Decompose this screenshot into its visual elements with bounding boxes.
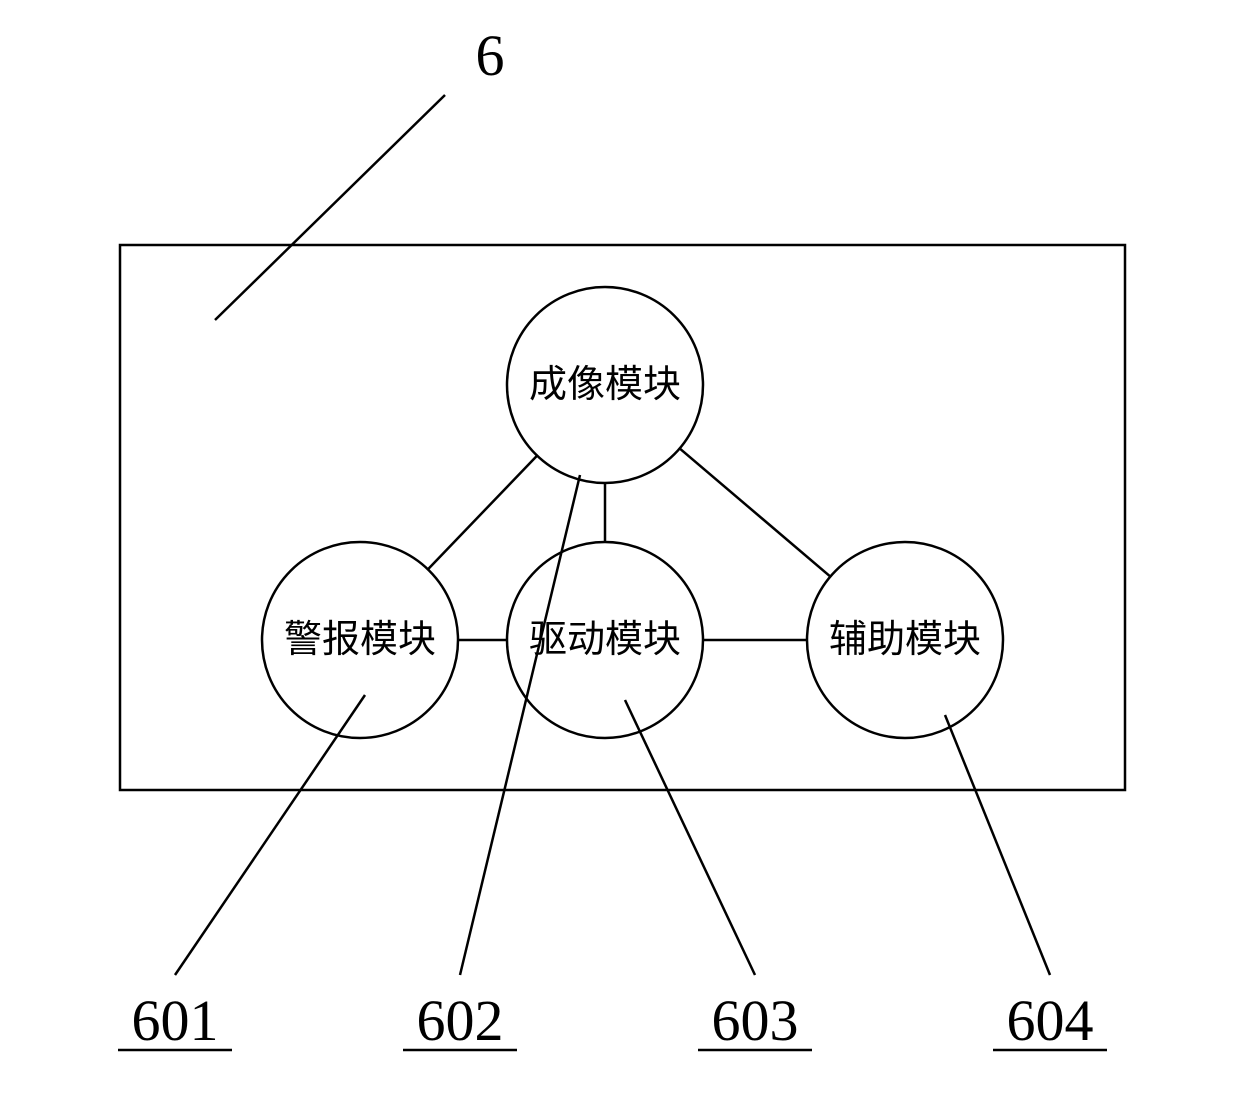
node-label-right: 辅助模块: [829, 619, 981, 661]
ref-label-603: 603: [712, 988, 799, 1053]
ref-leader-603: [625, 700, 755, 975]
node-label-left: 警报模块: [284, 619, 436, 661]
ref-leader-604: [945, 715, 1050, 975]
diagram-container: 成像模块警报模块 驱动模块 辅助模块 6 601 602 603 604: [0, 0, 1240, 1095]
ref-leader-6: [215, 95, 445, 320]
ref-label-602: 602: [417, 988, 504, 1053]
node-label-top: 成像模块: [529, 364, 681, 406]
ref-label-604: 604: [1007, 988, 1094, 1053]
edge-top-left: [428, 456, 537, 570]
edge-top-right: [680, 448, 831, 576]
node-label-center: 驱动模块: [529, 619, 681, 661]
diagram-svg: 成像模块警报模块 驱动模块 辅助模块 6 601 602 603 604: [0, 0, 1240, 1095]
ref-leader-601: [175, 695, 365, 975]
ref-label-601: 601: [132, 988, 219, 1053]
ref-label-6: 6: [476, 23, 505, 88]
